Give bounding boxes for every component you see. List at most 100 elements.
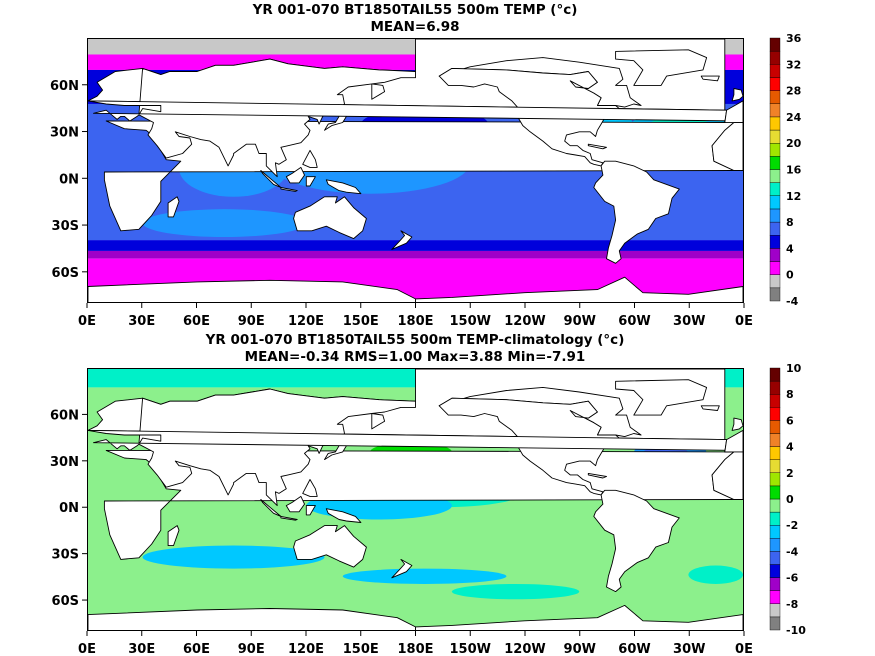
colorbar-label: 8 <box>786 216 794 229</box>
x-tick-label: 60W <box>618 314 650 329</box>
y-tick-label: 0N <box>59 501 79 516</box>
colorbar-label: -10 <box>786 624 806 637</box>
y-tick-label: 60S <box>52 594 79 609</box>
land-polygon <box>293 196 367 240</box>
x-tick-label: 180E <box>397 314 433 329</box>
y-tick-label: 60S <box>52 266 79 281</box>
colorbar-label: -2 <box>786 519 798 532</box>
x-tick-label: 30W <box>673 314 705 329</box>
land-polygon <box>138 388 416 507</box>
x-tick-label: 150E <box>343 314 379 329</box>
land-polygon <box>587 472 607 479</box>
colorbar-label: 16 <box>786 164 802 177</box>
colorbar-swatch <box>769 564 781 578</box>
bottom-chart-subtitle: MEAN=-0.34 RMS=1.00 Max=3.88 Min=-7.91 <box>244 349 586 365</box>
colorbar-label: 12 <box>786 190 801 203</box>
land-polygon <box>325 179 362 195</box>
land-polygon <box>167 196 180 218</box>
land-polygon <box>285 166 305 184</box>
colorbar-label: 0 <box>786 269 794 282</box>
land-polygon <box>615 49 708 86</box>
colorbar-label: -6 <box>786 572 799 585</box>
x-tick-label: 120W <box>504 642 545 656</box>
colorbar-label: 10 <box>786 362 802 375</box>
land-polygon <box>593 160 680 264</box>
colorbar-label: 20 <box>786 137 802 150</box>
x-tick-label: 30E <box>128 642 155 656</box>
ocean-band <box>88 250 743 259</box>
land-polygon <box>731 88 743 102</box>
x-tick-label: 0E <box>78 642 96 656</box>
x-tick-label: 150W <box>450 642 491 656</box>
ocean-band <box>88 240 743 251</box>
top-chart-title: YR 001-070 BT1850TAIL55 500m TEMP (°c) <box>252 2 578 18</box>
colorbar-swatch <box>769 367 781 382</box>
colorbar-swatch <box>769 577 781 591</box>
ocean-anomaly-region <box>342 568 507 584</box>
colorbar-label: 6 <box>786 414 794 427</box>
x-tick-label: 90E <box>238 314 265 329</box>
y-tick-label: 60N <box>50 79 79 94</box>
land-polygon <box>711 122 743 171</box>
x-tick-label: 0E <box>78 314 96 329</box>
land-polygon <box>88 100 740 123</box>
colorbar-label: -8 <box>786 598 798 611</box>
colorbar-swatch <box>769 472 781 487</box>
land-polygon <box>280 187 298 192</box>
x-tick-label: 30E <box>128 314 155 329</box>
land-polygon <box>260 499 282 517</box>
land-masses <box>88 369 743 630</box>
ocean-anomaly-region <box>688 565 743 584</box>
y-tick-label: 0N <box>59 172 79 187</box>
land-polygon <box>167 525 180 547</box>
x-tick-label: 60E <box>183 314 210 329</box>
land-polygon <box>302 149 318 168</box>
bottom-chart-title: YR 001-070 BT1850TAIL55 500m TEMP-climat… <box>205 332 625 348</box>
colorbar-swatch <box>769 551 781 565</box>
colorbar-swatch <box>769 498 781 513</box>
colorbar-swatch <box>769 538 781 552</box>
colorbar-label: 4 <box>786 242 794 255</box>
land-polygon <box>302 479 318 497</box>
colorbar-swatch <box>769 407 781 421</box>
x-tick-label: 0E <box>735 642 753 656</box>
land-polygon <box>711 451 743 500</box>
land-polygon <box>700 75 720 82</box>
land-polygon <box>138 58 416 178</box>
x-tick-label: 30W <box>673 642 705 656</box>
land-polygon <box>371 413 386 430</box>
x-tick-label: 90W <box>564 642 596 656</box>
colorbar-label: 28 <box>786 85 801 98</box>
land-polygon <box>88 429 740 453</box>
colorbar-swatch <box>769 380 781 395</box>
colorbar-swatch <box>769 446 781 460</box>
colorbar-label: 4 <box>786 441 794 454</box>
land-polygon <box>700 405 720 411</box>
y-tick-label: 30N <box>50 126 79 141</box>
top-chart-subtitle: MEAN=6.98 <box>370 19 460 35</box>
land-polygon <box>260 170 282 188</box>
y-tick-label: 30N <box>50 455 79 470</box>
x-tick-label: 180E <box>397 642 433 656</box>
colorbar-swatch <box>769 511 781 526</box>
colorbar-swatch <box>769 420 781 434</box>
colorbar-swatch <box>769 603 781 618</box>
colorbar-label: 8 <box>786 388 794 401</box>
land-polygon <box>88 279 416 302</box>
land-polygon <box>391 558 413 579</box>
ocean-anomaly-region <box>142 545 325 569</box>
land-polygon <box>305 176 316 187</box>
land-polygon <box>391 230 413 250</box>
land-polygon <box>731 417 743 431</box>
y-tick-label: 30S <box>52 548 79 563</box>
colorbar-swatch <box>769 433 781 447</box>
land-polygon <box>325 508 362 523</box>
x-tick-label: 90W <box>564 314 596 329</box>
x-tick-label: 60E <box>183 642 210 656</box>
colorbar-label: -4 <box>786 545 799 558</box>
land-polygon <box>305 505 316 516</box>
land-polygon <box>615 379 708 416</box>
